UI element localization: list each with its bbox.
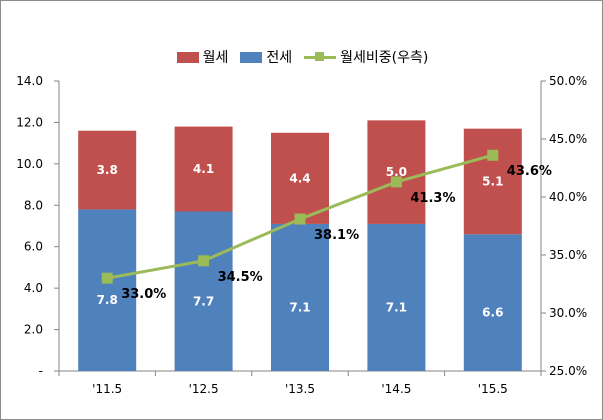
bar-wolse xyxy=(271,132,329,224)
bar-jeonse xyxy=(174,211,233,371)
right-tick-label: 40.0% xyxy=(549,190,587,204)
line-marker xyxy=(101,272,113,284)
legend: 월세 전세 월세비중(우측) xyxy=(1,47,602,67)
bar-jeonse xyxy=(271,223,329,371)
data-label-share: 43.6% xyxy=(507,164,552,179)
bar-wolse xyxy=(174,126,233,212)
data-label-jeonse: 7.1 xyxy=(386,300,407,314)
data-label-jeonse: 7.7 xyxy=(193,294,214,308)
left-tick-label: - xyxy=(39,364,43,378)
left-tick-label: 2.0 xyxy=(24,323,43,337)
legend-label: 전세 xyxy=(266,50,293,66)
left-tick-label: 8.0 xyxy=(24,198,43,212)
bar-jeonse xyxy=(367,223,426,371)
data-label-jeonse: 7.8 xyxy=(97,293,118,307)
data-label-wolse: 3.8 xyxy=(97,163,118,177)
x-tick-label: '13.5 xyxy=(285,382,315,396)
legend-item: 월세비중(우측) xyxy=(304,47,428,67)
data-label-share: 34.5% xyxy=(218,270,263,285)
data-label-share: 41.3% xyxy=(410,191,455,206)
right-tick-label: 50.0% xyxy=(549,74,587,88)
legend-label: 월세비중(우측) xyxy=(340,50,429,66)
line-marker xyxy=(198,255,210,267)
data-label-jeonse: 7.1 xyxy=(289,300,310,314)
legend-label: 월세 xyxy=(202,50,229,66)
bar-jeonse xyxy=(463,234,522,371)
data-label-wolse: 5.1 xyxy=(482,174,503,188)
right-tick-label: 35.0% xyxy=(549,248,587,262)
legend-swatch xyxy=(240,51,263,63)
data-label-wolse: 4.1 xyxy=(193,162,214,176)
left-tick-label: 12.0 xyxy=(16,115,43,129)
line-marker xyxy=(487,149,499,161)
bar-wolse xyxy=(463,128,522,235)
data-label-wolse: 5.0 xyxy=(386,165,407,179)
line-marker xyxy=(294,213,306,225)
line-marker xyxy=(390,176,402,188)
bar-wolse xyxy=(78,130,137,210)
data-label-wolse: 4.4 xyxy=(289,171,310,185)
bar-jeonse xyxy=(78,209,137,371)
x-tick-label: '15.5 xyxy=(478,382,508,396)
legend-swatch xyxy=(176,51,199,63)
left-tick-label: 6.0 xyxy=(24,240,43,254)
legend-swatch xyxy=(304,51,337,63)
x-tick-label: '11.5 xyxy=(92,382,122,396)
x-tick-label: '14.5 xyxy=(381,382,411,396)
right-tick-label: 30.0% xyxy=(549,306,587,320)
legend-item: 월세 xyxy=(176,47,229,67)
left-tick-label: 4.0 xyxy=(24,281,43,295)
data-label-share: 38.1% xyxy=(314,228,359,243)
bar-wolse xyxy=(367,120,426,224)
right-tick-label: 45.0% xyxy=(549,132,587,146)
data-label-jeonse: 6.6 xyxy=(482,306,503,320)
legend-item: 전세 xyxy=(240,47,292,67)
left-tick-label: 14.0 xyxy=(16,74,43,88)
data-label-share: 33.0% xyxy=(121,287,166,302)
right-tick-label: 25.0% xyxy=(549,364,587,378)
left-tick-label: 10.0 xyxy=(16,157,43,171)
x-tick-label: '12.5 xyxy=(189,382,219,396)
